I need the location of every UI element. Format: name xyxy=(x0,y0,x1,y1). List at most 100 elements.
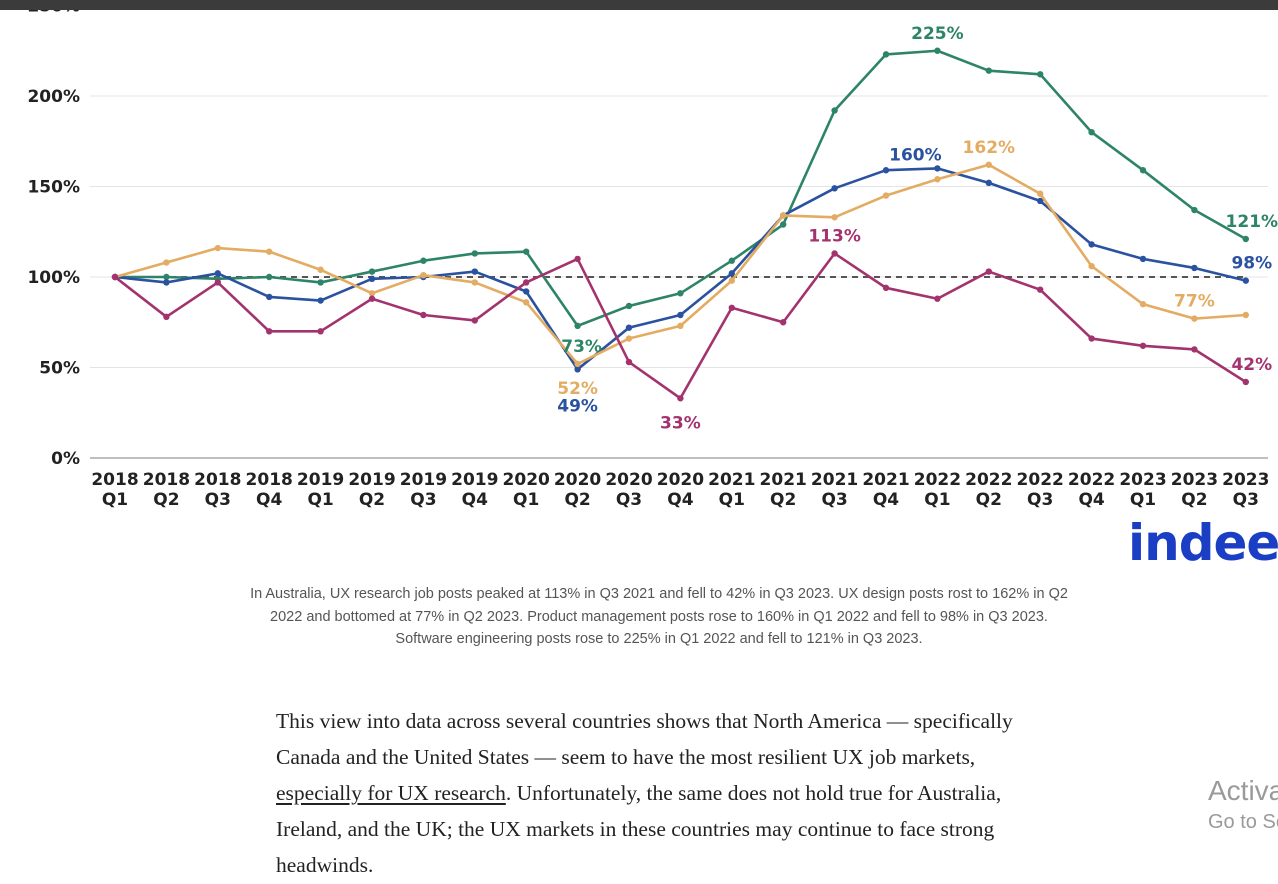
series-4-point xyxy=(625,358,633,366)
x-tick-quarter: Q2 xyxy=(359,490,385,510)
series-3-point xyxy=(882,192,890,199)
data-label: 77% xyxy=(1174,292,1215,312)
series-4-point xyxy=(1139,342,1147,349)
x-tick-year: 2023 xyxy=(1222,470,1269,490)
line-chart: 0% 50% 100% 150% 200% 250% 73% 225% 121% 49% 160%… xyxy=(27,10,1278,570)
x-tick-quarter: Q1 xyxy=(719,490,745,510)
x-tick-quarter: Q2 xyxy=(564,490,590,510)
x-tick-quarter: Q2 xyxy=(976,490,1002,510)
x-tick-quarter: Q4 xyxy=(1078,490,1104,510)
series-4-point xyxy=(1088,335,1095,342)
x-tick-year: 2023 xyxy=(1119,470,1166,490)
series-1-point xyxy=(266,273,273,281)
series-2-point xyxy=(368,275,376,283)
series-3-point xyxy=(985,161,992,168)
x-tick-year: 2021 xyxy=(862,470,909,490)
series-1-point xyxy=(677,290,684,297)
series-1-point xyxy=(420,257,427,264)
series-3-point xyxy=(1242,311,1250,319)
series-2-point xyxy=(985,179,992,187)
series-4-point xyxy=(574,255,581,263)
series-2-point xyxy=(214,270,221,277)
series-2-point xyxy=(1242,277,1250,284)
x-tick-year: 2021 xyxy=(811,470,858,490)
series-2-point xyxy=(266,293,273,301)
series-2-point xyxy=(317,297,324,304)
activate-windows-subtitle: Go to Settings to activate Windows. xyxy=(1208,811,1278,833)
series-2-point xyxy=(1191,264,1198,272)
series-1-point xyxy=(574,322,581,330)
series-3-point xyxy=(780,212,787,219)
series-2-point xyxy=(1088,241,1095,248)
series-1-point xyxy=(780,221,787,228)
y-tick-label: 100% xyxy=(27,268,80,288)
chart-caption: In Australia, UX research job posts peak… xyxy=(250,586,1068,647)
x-tick-quarter: Q2 xyxy=(770,490,796,510)
series-line-2 xyxy=(114,167,1247,371)
series-4-point xyxy=(420,311,427,319)
series-3-point xyxy=(1191,315,1198,322)
x-tick-year: 2019 xyxy=(297,470,344,490)
x-tick-year: 2019 xyxy=(451,470,498,490)
x-tick-quarter: Q4 xyxy=(667,490,693,510)
series-1-point xyxy=(368,268,376,275)
series-3-point xyxy=(1088,262,1095,270)
series-3-point xyxy=(1139,300,1147,308)
article-paragraph: This view into data across several count… xyxy=(276,703,1046,883)
data-label: 49% xyxy=(557,396,598,416)
series-4-point xyxy=(882,284,890,292)
series-line-3 xyxy=(114,163,1246,366)
series-1-point xyxy=(1139,167,1147,174)
x-tick-quarter: Q4 xyxy=(873,490,899,510)
ux-research-link[interactable]: especially for UX research xyxy=(276,781,506,805)
series-2-point xyxy=(523,288,530,295)
x-tick-year: 2022 xyxy=(1017,470,1064,490)
series-4-point xyxy=(163,313,170,321)
data-label: 162% xyxy=(963,138,1016,158)
series-3-point xyxy=(266,248,273,255)
data-label: 42% xyxy=(1231,355,1272,375)
series-2-point xyxy=(677,311,684,319)
series-4-point xyxy=(368,295,376,302)
x-tick-quarter: Q2 xyxy=(153,490,179,510)
x-tick-quarter: Q3 xyxy=(1027,490,1053,510)
y-tick-label: 150% xyxy=(27,178,80,198)
series-4-point xyxy=(780,319,787,326)
series-3-point xyxy=(728,277,735,284)
data-label: 33% xyxy=(660,413,701,433)
article-text-before: This view into data across several count… xyxy=(276,709,1013,769)
series-4-point xyxy=(1191,346,1198,353)
x-tick-year: 2018 xyxy=(246,470,293,490)
activate-windows-watermark: Activate Windows Go to Settings to activ… xyxy=(1208,773,1278,835)
series-1-point xyxy=(934,47,941,54)
x-tick-quarter: Q4 xyxy=(256,490,282,510)
x-tick-quarter: Q3 xyxy=(410,490,436,510)
x-tick-year: 2018 xyxy=(143,470,190,490)
x-tick-year: 2021 xyxy=(760,470,807,490)
x-tick-year: 2019 xyxy=(348,470,395,490)
x-tick-quarter: Q3 xyxy=(205,490,231,510)
series-4-point xyxy=(728,304,735,311)
series-1-point xyxy=(985,67,992,74)
series-1-point xyxy=(1037,71,1044,78)
series-1-point xyxy=(1088,129,1095,136)
series-3-point xyxy=(523,299,530,306)
x-tick-quarter: Q3 xyxy=(1233,490,1259,510)
activate-windows-title: Activate Windows xyxy=(1208,775,1278,806)
series-3-point xyxy=(214,244,221,252)
data-label: 113% xyxy=(808,226,861,246)
series-3-point xyxy=(831,214,838,221)
series-4-point xyxy=(985,268,992,275)
data-label: 52% xyxy=(557,379,598,399)
x-tick-year: 2023 xyxy=(1171,470,1218,490)
series-4-point xyxy=(934,295,941,302)
series-1-point xyxy=(831,107,838,114)
series-3-point xyxy=(420,271,427,279)
x-tick-quarter: Q1 xyxy=(1130,490,1156,510)
series-3-point xyxy=(1037,190,1044,197)
series-1-point xyxy=(882,51,890,58)
x-tick-quarter: Q3 xyxy=(821,490,847,510)
series-3-point xyxy=(471,279,478,286)
series-4-point xyxy=(214,279,221,286)
x-tick-quarter: Q1 xyxy=(924,490,950,510)
